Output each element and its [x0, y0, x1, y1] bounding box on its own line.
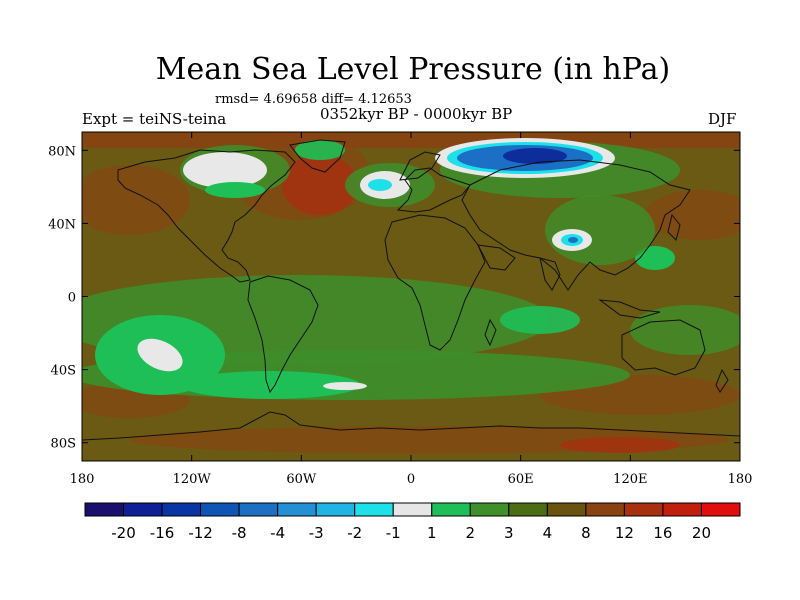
colorbar-label: 16: [653, 524, 672, 542]
colorbar-swatch: [392, 502, 433, 517]
field-green-asia: [545, 195, 655, 265]
coast-indonesia: [598, 299, 661, 319]
coast-scandinavia: [399, 151, 441, 181]
colorbar-label: 2: [466, 524, 476, 542]
colorbar-swatch: [431, 502, 471, 517]
experiment-label: Expt = teiNS-teina: [82, 110, 227, 128]
map-title: Mean Sea Level Pressure (in hPa): [155, 52, 671, 87]
colorbar-label: -4: [270, 524, 285, 542]
coast-africa: [384, 214, 486, 351]
field-blue-tibet: [568, 237, 578, 243]
stats-label: rmsd= 4.69658 diff= 4.12653: [215, 92, 412, 107]
coast-japan: [667, 213, 681, 241]
coast-india: [539, 257, 561, 291]
x-tick-label: 180: [728, 472, 753, 487]
y-tick-label: 80N: [48, 144, 76, 159]
colorbar-label: -1: [386, 524, 401, 542]
x-tick-label: 0: [407, 472, 415, 487]
field-white-sp: [137, 338, 183, 372]
field-green-pacific-e: [630, 305, 740, 355]
field-brown-pacific-ne: [645, 190, 740, 240]
colorbar-label: 3: [504, 524, 514, 542]
x-tick-label: 60E: [508, 472, 534, 487]
colorbar-swatch: [200, 502, 240, 517]
colorbar-swatch: [161, 502, 202, 517]
colorbar-swatch: [354, 502, 394, 517]
coast-australia: [621, 319, 706, 376]
coastlines: [82, 139, 740, 441]
colorbar-label: 20: [692, 524, 711, 542]
field-cyan-scand: [368, 179, 392, 191]
colorbar-label: -16: [150, 524, 175, 542]
colorbar-label: -3: [309, 524, 324, 542]
coast-asia: [461, 159, 691, 291]
x-tick-label: 60W: [286, 472, 317, 487]
colorbar-swatch: [623, 502, 664, 517]
colorbar-swatch: [585, 502, 625, 517]
field-brown-pacific-n: [82, 165, 190, 235]
y-tick-label: 80S: [51, 437, 76, 452]
colorbar-swatch: [469, 502, 510, 517]
colorbar-swatch: [662, 502, 702, 517]
x-tick-label: 120E: [613, 472, 647, 487]
coast-europe: [396, 167, 471, 213]
colorbar-swatch: [700, 502, 741, 517]
coast-north-america: [117, 149, 296, 283]
colorbar-swatch: [508, 502, 548, 517]
y-axis: 80N 40N 0 40S 80S: [48, 144, 740, 452]
colorbar-swatch: [238, 502, 279, 517]
colorbar-label: -20: [111, 524, 136, 542]
colorbar-label: 8: [581, 524, 591, 542]
colorbar-swatch: [315, 502, 356, 517]
field-white-sa: [323, 382, 367, 390]
colorbar-swatch: [277, 502, 317, 517]
colorbar-label: -2: [347, 524, 362, 542]
field-green-indian: [500, 306, 580, 334]
coast-south-america: [247, 275, 319, 394]
coast-arabia: [477, 244, 516, 271]
pressure-field: [82, 132, 740, 461]
x-axis: 180 120W 60W 0 60E 120E 180: [70, 132, 753, 487]
field-bright-green-band: [180, 371, 360, 399]
colorbar-swatch: [84, 502, 125, 517]
colorbar-swatch: [123, 502, 163, 517]
colorbar-swatch: [546, 502, 587, 517]
y-tick-label: 40S: [51, 364, 76, 379]
colorbar: -20 -16 -12 -8 -4 -3 -2 -1 1 2 3 4 8 12 16 20: [84, 502, 741, 542]
coast-antarctica: [82, 411, 740, 441]
field-darkblue-siberia: [503, 148, 567, 164]
colorbar-label: 1: [427, 524, 437, 542]
field-white-canada: [183, 152, 267, 188]
period-label: 0352kyr BP - 0000kyr BP: [320, 105, 513, 123]
y-tick-label: 40N: [48, 217, 76, 232]
x-tick-label: 120W: [173, 472, 212, 487]
season-label: DJF: [708, 110, 737, 128]
colorbar-label: 4: [543, 524, 553, 542]
coast-greenland: [289, 139, 346, 173]
x-tick-label: 180: [70, 472, 95, 487]
colorbar-label: 12: [615, 524, 634, 542]
colorbar-label: -12: [188, 524, 213, 542]
field-green-canada-edge: [205, 182, 265, 198]
field-red-antarctic: [560, 437, 680, 453]
coast-new-zealand: [715, 368, 729, 393]
colorbar-label: -8: [232, 524, 247, 542]
field-green-greenland: [295, 140, 345, 160]
y-tick-label: 0: [68, 291, 76, 306]
coast-madagascar: [484, 318, 497, 347]
